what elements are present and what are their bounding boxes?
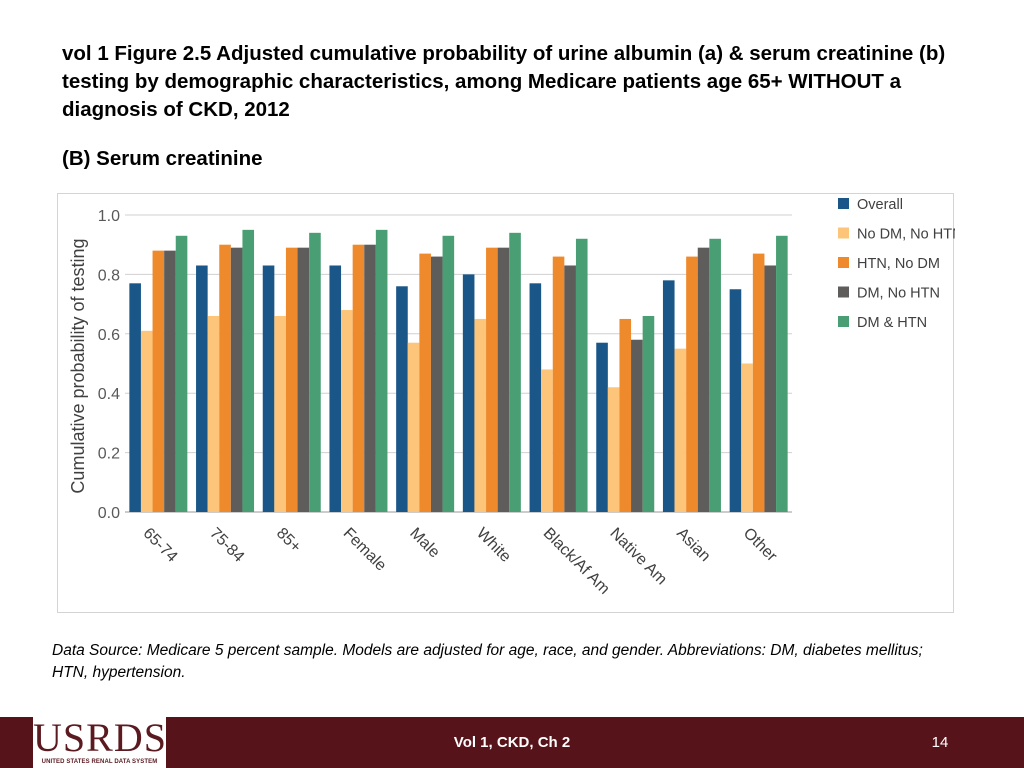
bar-no-dm-no-htn bbox=[541, 369, 553, 512]
bar-dm-htn bbox=[375, 229, 388, 512]
bar-no-dm-no-htn bbox=[674, 348, 687, 512]
bar-dm-htn bbox=[575, 238, 588, 512]
legend-label: DM, No HTN bbox=[857, 286, 940, 302]
bar-htn-no-dm bbox=[486, 247, 498, 513]
bar-dm-no-htn bbox=[631, 339, 643, 512]
bar-no-dm-no-htn bbox=[274, 315, 286, 512]
legend-swatch bbox=[838, 227, 849, 239]
bar-htn-no-dm bbox=[619, 318, 632, 512]
bar-overall bbox=[729, 289, 742, 512]
usrds-logo: USRDS UNITED STATES RENAL DATA SYSTEM bbox=[33, 716, 166, 768]
x-category-label: White bbox=[473, 525, 514, 566]
x-category-label: Black/Af Am bbox=[540, 525, 613, 598]
bar-dm-no-htn bbox=[164, 250, 176, 512]
bar-dm-no-htn bbox=[697, 247, 710, 513]
bar-overall bbox=[396, 286, 408, 512]
bar-dm-htn bbox=[442, 235, 455, 512]
x-category-label: Female bbox=[340, 525, 390, 575]
x-category-label: Native Am bbox=[606, 525, 670, 589]
logo-wordmark: USRDS bbox=[33, 715, 167, 760]
y-tick-label: 0.4 bbox=[98, 386, 120, 403]
bar-htn-no-dm bbox=[352, 244, 365, 512]
bar-no-dm-no-htn bbox=[607, 387, 620, 512]
legend-swatch bbox=[838, 257, 849, 268]
bar-no-dm-no-htn bbox=[741, 363, 753, 512]
data-source-note: Data Source: Medicare 5 percent sample. … bbox=[52, 642, 923, 681]
bar-htn-no-dm bbox=[152, 250, 165, 512]
x-category-label: Male bbox=[406, 525, 443, 562]
bar-no-dm-no-htn bbox=[407, 342, 420, 512]
legend-label: HTN, No DM bbox=[857, 256, 940, 272]
bar-no-dm-no-htn bbox=[207, 315, 220, 512]
bar-htn-no-dm bbox=[419, 253, 431, 513]
bar-dm-no-htn bbox=[297, 247, 310, 513]
bar-overall bbox=[462, 274, 475, 512]
bar-htn-no-dm bbox=[219, 244, 231, 512]
logo-subtext: UNITED STATES RENAL DATA SYSTEM bbox=[41, 759, 158, 765]
y-tick-label: 0.8 bbox=[98, 267, 120, 284]
bar-dm-htn bbox=[175, 235, 188, 512]
x-category-label: 75-84 bbox=[206, 525, 247, 566]
footer-label: Vol 1, CKD, Ch 2 bbox=[453, 734, 571, 751]
legend-label: No DM, No HTN bbox=[857, 227, 955, 243]
bar-htn-no-dm bbox=[552, 256, 565, 512]
bar-dm-no-htn bbox=[497, 247, 510, 513]
bar-dm-htn bbox=[776, 235, 788, 512]
slide-title: vol 1 Figure 2.5 Adjusted cumulative pro… bbox=[62, 42, 946, 121]
bar-overall bbox=[329, 265, 342, 512]
bar-dm-htn bbox=[309, 232, 321, 512]
bar-overall bbox=[262, 265, 275, 512]
bar-no-dm-no-htn bbox=[140, 330, 153, 512]
x-category-label: 85+ bbox=[273, 525, 304, 556]
bar-overall bbox=[662, 280, 675, 512]
legend-swatch bbox=[838, 198, 849, 209]
bar-htn-no-dm bbox=[686, 256, 698, 512]
bar-dm-htn bbox=[509, 232, 521, 512]
y-tick-label: 1.0 bbox=[98, 208, 120, 225]
bar-dm-no-htn bbox=[430, 256, 443, 512]
bar-overall bbox=[196, 265, 208, 512]
bar-dm-htn bbox=[242, 229, 255, 512]
bar-overall bbox=[129, 283, 141, 512]
y-axis-title: Cumulative probability of testing bbox=[68, 238, 88, 493]
x-category-label: Asian bbox=[673, 525, 713, 565]
bar-dm-htn bbox=[709, 238, 721, 512]
chart-subtitle: (B) Serum creatinine bbox=[62, 147, 263, 170]
bar-dm-no-htn bbox=[364, 244, 376, 512]
y-tick-label: 0.2 bbox=[98, 446, 120, 463]
legend-swatch bbox=[838, 286, 849, 298]
bar-dm-htn bbox=[642, 315, 655, 512]
y-tick-label: 0.0 bbox=[98, 505, 120, 522]
bar-overall bbox=[529, 283, 542, 512]
bar-dm-no-htn bbox=[230, 247, 243, 513]
bar-htn-no-dm bbox=[752, 253, 765, 513]
legend-swatch bbox=[838, 316, 849, 327]
bar-overall bbox=[596, 342, 608, 512]
x-category-label: Other bbox=[740, 525, 781, 566]
legend-label: Overall bbox=[857, 197, 903, 213]
bar-no-dm-no-htn bbox=[474, 318, 487, 512]
bar-chart: 0.0 0.2 0.4 0.6 0.8 1.0 Cumulative probability… bbox=[68, 197, 955, 598]
x-category-label: 65-74 bbox=[140, 525, 181, 566]
chart-frame: 0.0 0.2 0.4 0.6 0.8 1.0 Cumulative probability… bbox=[57, 193, 955, 613]
legend-label: DM & HTN bbox=[857, 315, 927, 331]
bar-dm-no-htn bbox=[764, 265, 777, 512]
page-number: 14 bbox=[931, 734, 949, 751]
bar-dm-no-htn bbox=[564, 265, 576, 512]
footer-bar bbox=[0, 717, 1024, 768]
y-tick-label: 0.6 bbox=[98, 327, 120, 344]
bar-htn-no-dm bbox=[285, 247, 298, 513]
bar-no-dm-no-htn bbox=[341, 310, 353, 512]
